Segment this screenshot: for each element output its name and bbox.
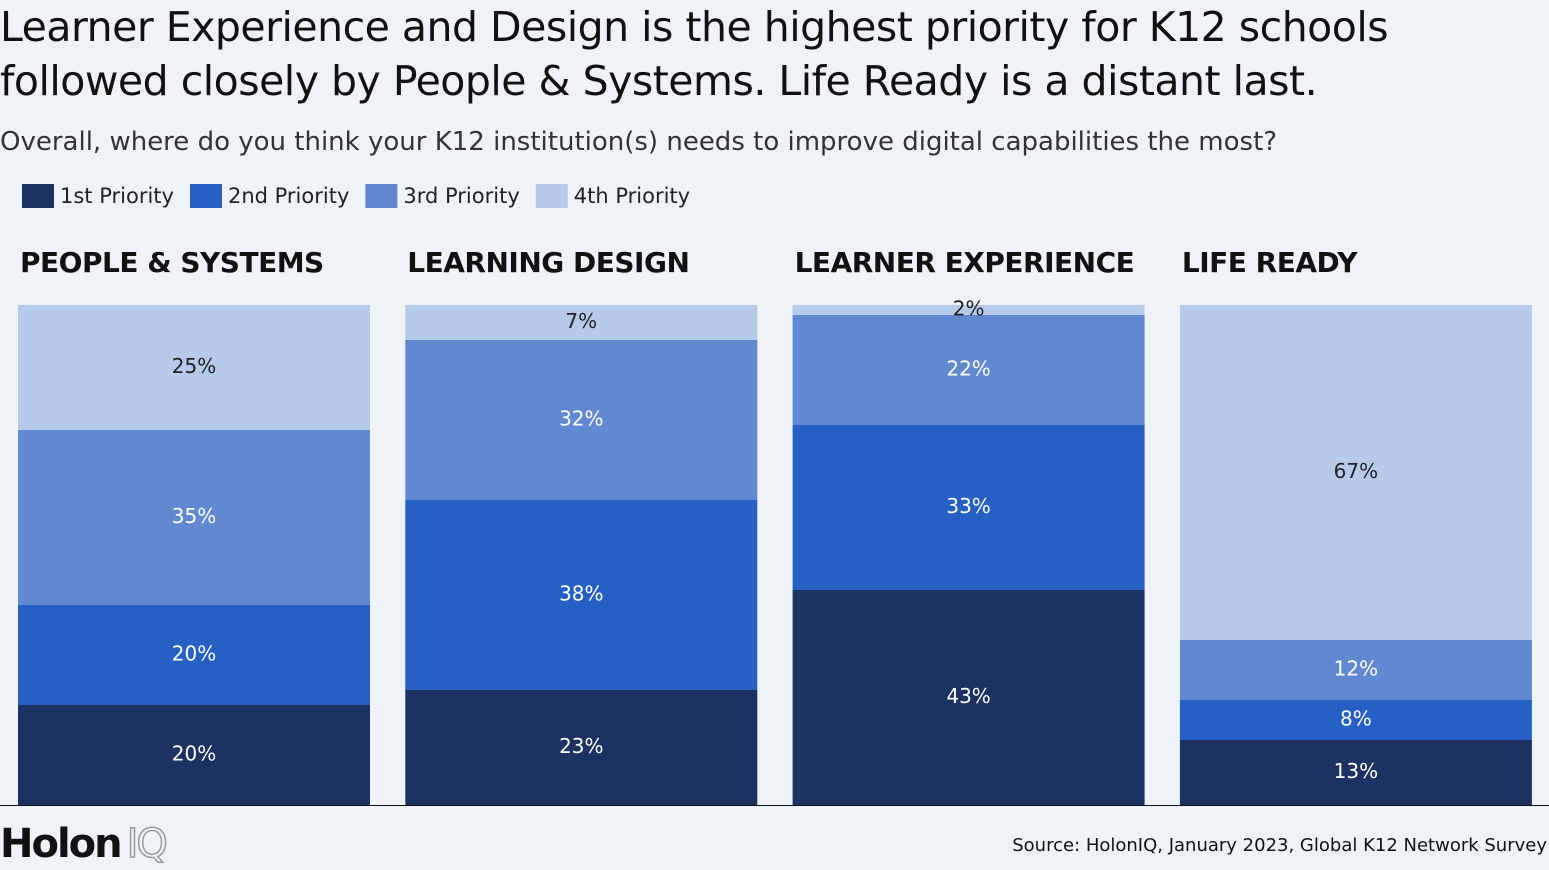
bar-segment	[18, 430, 370, 605]
legend-label: 3rd Priority	[403, 184, 519, 208]
legend-swatch	[22, 184, 54, 208]
bar-segment	[1179, 305, 1532, 640]
legend-label: 4th Priority	[574, 184, 690, 208]
bar-segment	[1179, 640, 1532, 700]
value-label: 38%	[559, 582, 603, 606]
value-label: 20%	[172, 642, 216, 666]
bar-segment	[405, 500, 758, 690]
chart-subtitle: Overall, where do you think your K12 ins…	[0, 127, 1278, 157]
bar-segment	[18, 305, 370, 430]
panel-title: PEOPLE & SYSTEMS	[20, 246, 324, 279]
bar-segment	[1179, 740, 1532, 805]
value-label: 33%	[946, 494, 990, 518]
bar-segment	[405, 340, 758, 500]
bar-segment	[792, 425, 1145, 590]
value-label: 13%	[1334, 759, 1378, 783]
bar-segment	[405, 690, 758, 805]
logo-main: Holon	[0, 821, 121, 867]
legend-swatch	[189, 184, 222, 208]
logo-iq: IQ	[127, 821, 167, 867]
value-label: 12%	[1334, 657, 1378, 681]
bar-segment	[1179, 700, 1532, 740]
value-label: 2%	[953, 297, 985, 321]
source: Source: HolonIQ, January 2023, Global K1…	[1012, 835, 1547, 856]
bar-segment	[792, 305, 1145, 315]
bar-segment	[792, 590, 1145, 805]
bar-segment	[792, 315, 1145, 425]
legend-swatch	[535, 184, 568, 208]
value-label: 25%	[172, 354, 216, 378]
bar-segment	[405, 305, 758, 340]
value-label: 7%	[565, 309, 597, 333]
legend-label: 1st Priority	[60, 184, 174, 208]
value-label: 32%	[559, 407, 603, 431]
value-label: 20%	[172, 742, 216, 766]
legend-label: 2nd Priority	[228, 184, 349, 208]
panel-title: LIFE READY	[1182, 246, 1358, 279]
value-label: 22%	[946, 357, 990, 381]
chart-title: Learner Experience and Design is the hig…	[0, 3, 1389, 105]
logo: Holon IQ	[0, 821, 166, 867]
value-label: 35%	[172, 504, 216, 528]
value-label: 43%	[946, 684, 990, 708]
value-label: 23%	[559, 734, 603, 758]
panel-title: LEARNER EXPERIENCE	[795, 246, 1135, 279]
value-label: 8%	[1340, 707, 1372, 731]
panel-title: LEARNING DESIGN	[407, 246, 689, 279]
bar-segment	[18, 605, 370, 705]
legend-swatch	[365, 184, 398, 208]
value-label: 67%	[1334, 459, 1378, 483]
bar-segment	[18, 705, 370, 805]
